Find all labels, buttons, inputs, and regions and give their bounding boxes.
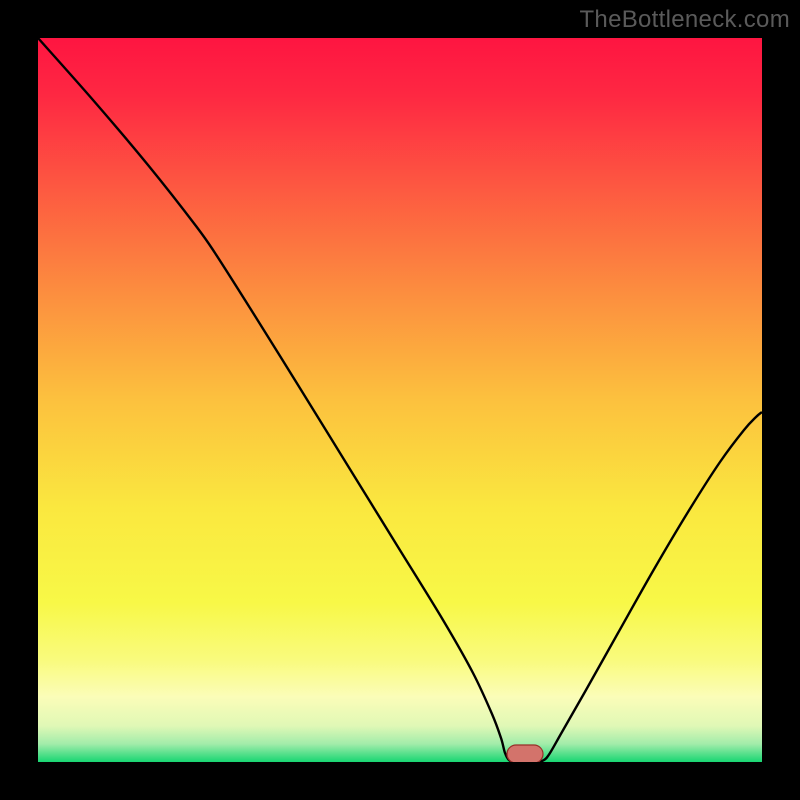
chart-svg xyxy=(38,38,762,762)
marker-pill xyxy=(507,745,543,762)
gradient-background xyxy=(38,38,762,762)
plot-area xyxy=(38,38,762,762)
chart-container: TheBottleneck.com xyxy=(0,0,800,800)
watermark-text: TheBottleneck.com xyxy=(579,6,790,34)
